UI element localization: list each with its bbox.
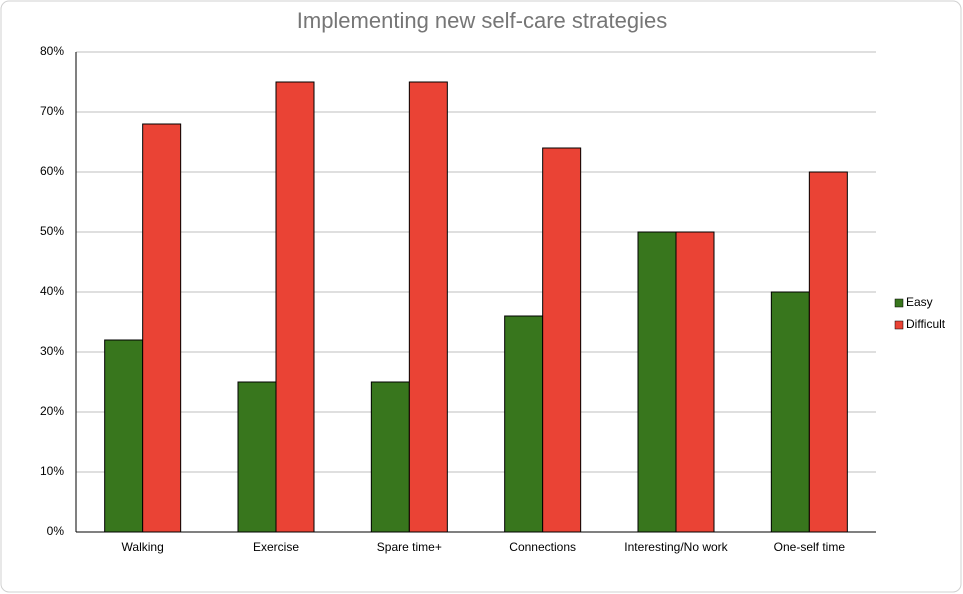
bar — [408, 81, 448, 533]
bar — [637, 231, 677, 533]
x-tick-label: Exercise — [253, 540, 299, 554]
legend-swatch — [894, 320, 904, 330]
x-tick-label: Spare time+ — [377, 540, 442, 554]
bar — [275, 81, 315, 533]
legend-label: Easy — [906, 295, 933, 309]
legend-swatch — [894, 298, 904, 308]
x-tick-label: Connections — [509, 540, 576, 554]
x-tick-label: One-self time — [774, 540, 846, 554]
bar — [542, 147, 582, 533]
y-tick-label: 40% — [40, 284, 64, 298]
y-tick-label: 10% — [40, 464, 64, 478]
x-tick-label: Interesting/No work — [624, 540, 728, 554]
y-tick-label: 20% — [40, 404, 64, 418]
y-tick-label: 80% — [40, 44, 64, 58]
bar — [504, 315, 544, 533]
bar — [675, 231, 715, 533]
y-tick-label: 50% — [40, 224, 64, 238]
y-tick-label: 0% — [47, 524, 65, 538]
y-tick-label: 60% — [40, 164, 64, 178]
bar — [808, 171, 848, 533]
bar — [370, 381, 410, 533]
bar — [142, 123, 182, 533]
y-tick-label: 30% — [40, 344, 64, 358]
bar — [770, 291, 810, 533]
legend-label: Difficult — [906, 317, 946, 331]
x-tick-label: Walking — [122, 540, 164, 554]
y-tick-label: 70% — [40, 104, 64, 118]
chart-title: Implementing new self-care strategies — [297, 8, 668, 33]
bar — [104, 339, 144, 533]
bar — [237, 381, 277, 533]
